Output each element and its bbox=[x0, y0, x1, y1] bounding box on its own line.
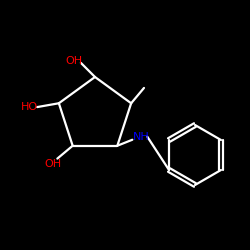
Text: NH: NH bbox=[133, 132, 150, 142]
Text: OH: OH bbox=[65, 56, 82, 66]
Text: OH: OH bbox=[45, 158, 62, 168]
Text: HO: HO bbox=[21, 102, 38, 112]
